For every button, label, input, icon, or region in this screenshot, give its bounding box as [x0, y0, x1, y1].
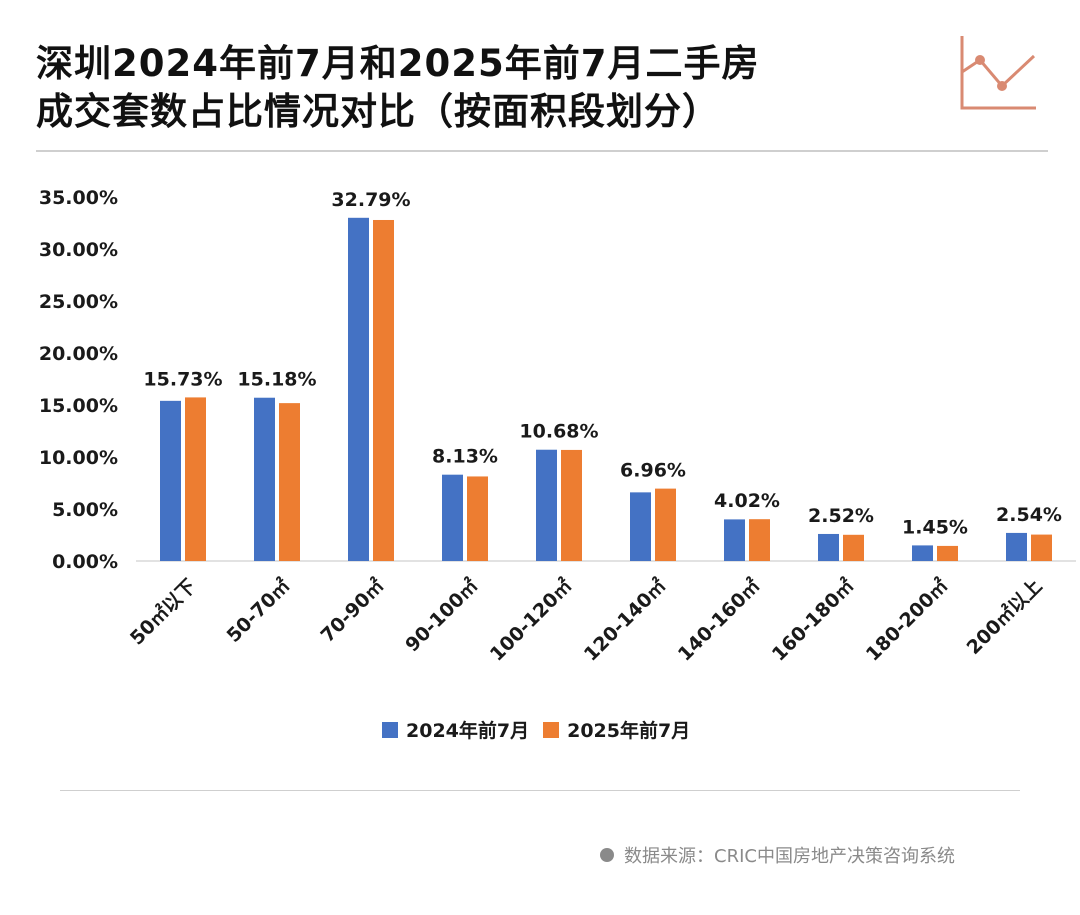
legend-label-2024: 2024年前7月 [406, 720, 530, 742]
x-axis-ticks: 50㎡以下 50-70㎡ 70-90㎡ 90-100㎡ 100-120㎡ 120-140㎡… [125, 574, 1046, 665]
legend-item-2025: 2025年前7月 [543, 716, 690, 743]
bar-2025 [937, 545, 958, 561]
data-label: 32.79% [331, 189, 410, 211]
y-tick-label: 25.00% [39, 291, 118, 313]
bars [160, 217, 1052, 562]
bar-2024 [536, 449, 557, 561]
chart-title-line-2: 成交套数占比情况对比（按面积段划分） [36, 90, 720, 133]
source-note: 数据来源：CRIC中国房地产决策咨询系统 [600, 842, 955, 868]
source-text: 数据来源：CRIC中国房地产决策咨询系统 [624, 846, 955, 867]
y-axis-ticks: 0.00% 5.00% 10.00% 15.00% 20.00% 25.00% 30.00%… [39, 187, 118, 573]
bar-2024 [724, 519, 745, 561]
legend-label-2025: 2025年前7月 [567, 720, 691, 742]
line-chart-logo-icon [960, 36, 1036, 110]
title-divider [36, 150, 1048, 152]
data-label: 8.13% [432, 446, 498, 468]
x-tick-label: 140-160㎡ [673, 574, 764, 665]
x-tick-label: 50㎡以下 [125, 574, 200, 649]
legend-item-2024: 2024年前7月 [382, 716, 529, 743]
y-tick-label: 10.00% [39, 447, 118, 469]
y-tick-label: 30.00% [39, 239, 118, 261]
data-label: 6.96% [620, 460, 686, 482]
bar-2024 [1006, 532, 1027, 561]
bar-2024 [630, 492, 651, 561]
x-tick-label: 160-180㎡ [767, 574, 858, 665]
chart-title: 深圳2024年前7月和2025年前7月二手房 成交套数占比情况对比（按面积段划分… [36, 40, 916, 136]
data-label: 2.52% [808, 505, 874, 527]
x-tick-label: 50-70㎡ [222, 574, 295, 647]
bar-2025 [843, 534, 864, 561]
bar-2024 [160, 400, 181, 561]
data-label: 1.45% [902, 516, 968, 538]
y-tick-label: 0.00% [52, 551, 118, 573]
y-tick-label: 5.00% [52, 499, 118, 521]
bar-2025 [749, 519, 770, 561]
x-tick-label: 200㎡以上 [962, 574, 1047, 659]
x-tick-label: 100-120㎡ [485, 574, 576, 665]
x-tick-label: 90-100㎡ [401, 574, 483, 656]
bar-2025 [1031, 534, 1052, 561]
x-tick-label: 180-200㎡ [861, 574, 952, 665]
footer-divider [60, 790, 1020, 791]
y-tick-label: 35.00% [39, 187, 118, 209]
bar-2025 [373, 219, 394, 561]
data-labels: 15.73% 15.18% 32.79% 8.13% 10.68% 6.96% 4.02% 2… [143, 189, 1062, 539]
bar-2025 [655, 488, 676, 561]
bullet-icon [600, 848, 614, 862]
bar-2025 [561, 449, 582, 561]
x-tick-label: 70-90㎡ [316, 574, 389, 647]
data-label: 15.18% [237, 369, 316, 391]
bar-2025 [185, 397, 206, 561]
legend: 2024年前7月 2025年前7月 [382, 716, 690, 743]
bar-2024 [348, 217, 369, 562]
bar-2025 [467, 476, 488, 561]
bar-2024 [818, 533, 839, 561]
bar-2024 [254, 397, 275, 561]
legend-swatch-2024 [382, 721, 398, 738]
data-label: 4.02% [714, 490, 780, 512]
x-tick-label: 120-140㎡ [579, 574, 670, 665]
legend-swatch-2025 [543, 721, 560, 738]
y-tick-label: 15.00% [39, 395, 118, 417]
data-label: 10.68% [519, 421, 598, 443]
data-label: 15.73% [143, 368, 222, 390]
data-label: 2.54% [996, 504, 1062, 526]
bar-2025 [279, 403, 300, 561]
chart-title-line-1: 深圳2024年前7月和2025年前7月二手房 [36, 42, 760, 85]
y-tick-label: 20.00% [39, 343, 118, 365]
bar-chart: 0.00% 5.00% 10.00% 15.00% 20.00% 25.00% 30.00%… [39, 187, 1076, 666]
bar-2024 [442, 474, 463, 561]
bar-2024 [912, 545, 933, 561]
